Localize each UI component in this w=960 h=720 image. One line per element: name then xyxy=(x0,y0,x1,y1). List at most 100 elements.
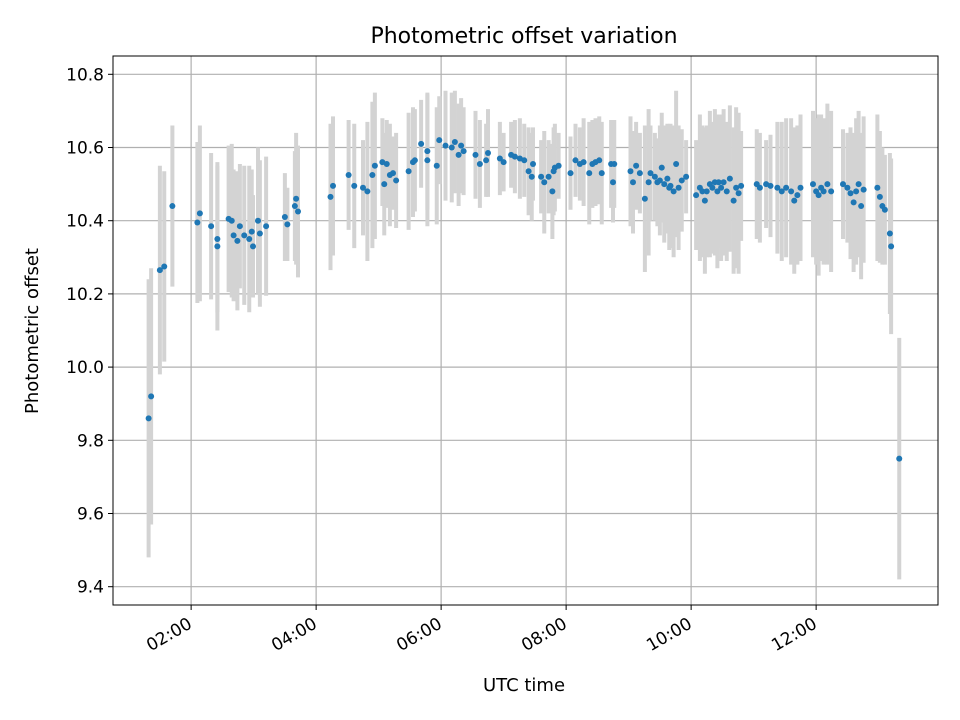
data-point xyxy=(683,173,690,180)
data-point xyxy=(661,181,668,188)
data-point xyxy=(611,160,618,167)
data-point xyxy=(393,177,400,184)
data-point xyxy=(351,182,358,189)
data-point xyxy=(670,188,677,195)
data-point xyxy=(528,173,535,180)
data-point xyxy=(791,197,798,204)
data-point xyxy=(549,188,556,195)
data-point xyxy=(651,173,658,180)
data-point xyxy=(730,197,737,204)
data-point xyxy=(476,160,483,167)
data-point xyxy=(291,203,298,210)
data-point xyxy=(858,203,865,210)
data-point xyxy=(738,182,745,189)
data-point xyxy=(555,162,562,169)
x-axis-label: UTC time xyxy=(483,675,565,696)
plot-frame xyxy=(112,55,939,606)
data-point xyxy=(208,223,215,230)
data-point xyxy=(703,188,710,195)
data-point xyxy=(678,177,685,184)
data-point xyxy=(530,160,536,167)
data-point xyxy=(673,160,680,167)
data-point xyxy=(448,144,455,151)
data-point xyxy=(345,171,352,178)
data-point xyxy=(246,236,253,242)
data-point xyxy=(658,164,665,171)
data-point xyxy=(241,232,248,239)
data-point xyxy=(327,193,334,200)
data-point xyxy=(545,173,552,180)
y-tick-label: 10.6 xyxy=(66,139,104,159)
x-axis-ticks: 02:00 04:00 06:00 08:00 10:00 12:00 xyxy=(143,605,821,656)
data-point xyxy=(436,137,443,144)
data-point xyxy=(627,168,634,175)
data-point xyxy=(460,148,467,155)
data-point xyxy=(667,182,674,189)
data-point xyxy=(390,170,396,177)
data-point xyxy=(472,151,479,158)
data-point xyxy=(194,219,201,226)
x-tick-label: 08:00 xyxy=(518,614,570,656)
data-point xyxy=(735,190,742,197)
data-point xyxy=(888,243,895,250)
data-point xyxy=(664,175,671,182)
data-point xyxy=(236,223,243,230)
data-point xyxy=(828,188,835,195)
y-tick-label: 10.2 xyxy=(66,285,104,305)
x-tick-label: 06:00 xyxy=(393,614,445,656)
data-point xyxy=(485,149,491,156)
data-point xyxy=(228,217,235,224)
data-point xyxy=(815,192,822,199)
data-point xyxy=(794,192,801,199)
data-point xyxy=(500,159,507,166)
data-point xyxy=(881,206,888,213)
data-point xyxy=(714,188,721,195)
data-point xyxy=(853,188,860,195)
data-point xyxy=(169,203,176,210)
y-tick-label: 9.4 xyxy=(77,578,104,598)
error-bars xyxy=(146,90,902,580)
data-point xyxy=(596,157,603,164)
data-point xyxy=(641,195,648,202)
data-point xyxy=(451,139,458,146)
data-point xyxy=(483,157,490,164)
data-point xyxy=(797,184,804,191)
data-point xyxy=(733,184,740,191)
data-point xyxy=(293,195,300,202)
data-point xyxy=(196,210,203,217)
y-tick-label: 10.8 xyxy=(66,65,104,85)
data-point xyxy=(610,179,616,186)
data-point xyxy=(360,184,366,191)
data-point xyxy=(693,192,700,199)
data-point xyxy=(295,208,301,215)
x-tick-label: 02:00 xyxy=(143,614,195,656)
data-point xyxy=(418,140,425,147)
y-tick-label: 10.0 xyxy=(66,358,104,378)
data-point xyxy=(424,157,431,164)
data-point xyxy=(442,142,449,149)
data-point xyxy=(214,243,221,250)
data-point xyxy=(840,181,846,188)
data-point xyxy=(847,190,854,197)
y-tick-label: 9.6 xyxy=(77,505,104,525)
chart-title: Photometric offset variation xyxy=(370,24,677,49)
data-point xyxy=(263,223,270,230)
data-point xyxy=(214,236,221,242)
data-point xyxy=(148,393,155,400)
data-point xyxy=(567,170,574,177)
x-tick-label: 10:00 xyxy=(643,614,695,656)
data-point xyxy=(145,415,152,422)
data-point xyxy=(715,179,722,186)
data-point xyxy=(783,184,790,191)
data-point xyxy=(876,193,883,200)
data-point xyxy=(656,177,663,184)
data-point xyxy=(381,181,388,188)
data-point xyxy=(820,188,827,195)
data-point xyxy=(369,171,376,178)
data-point xyxy=(330,182,336,189)
data-point xyxy=(726,175,733,182)
data-point xyxy=(383,160,390,167)
data-point xyxy=(284,221,291,228)
data-point xyxy=(647,170,654,177)
